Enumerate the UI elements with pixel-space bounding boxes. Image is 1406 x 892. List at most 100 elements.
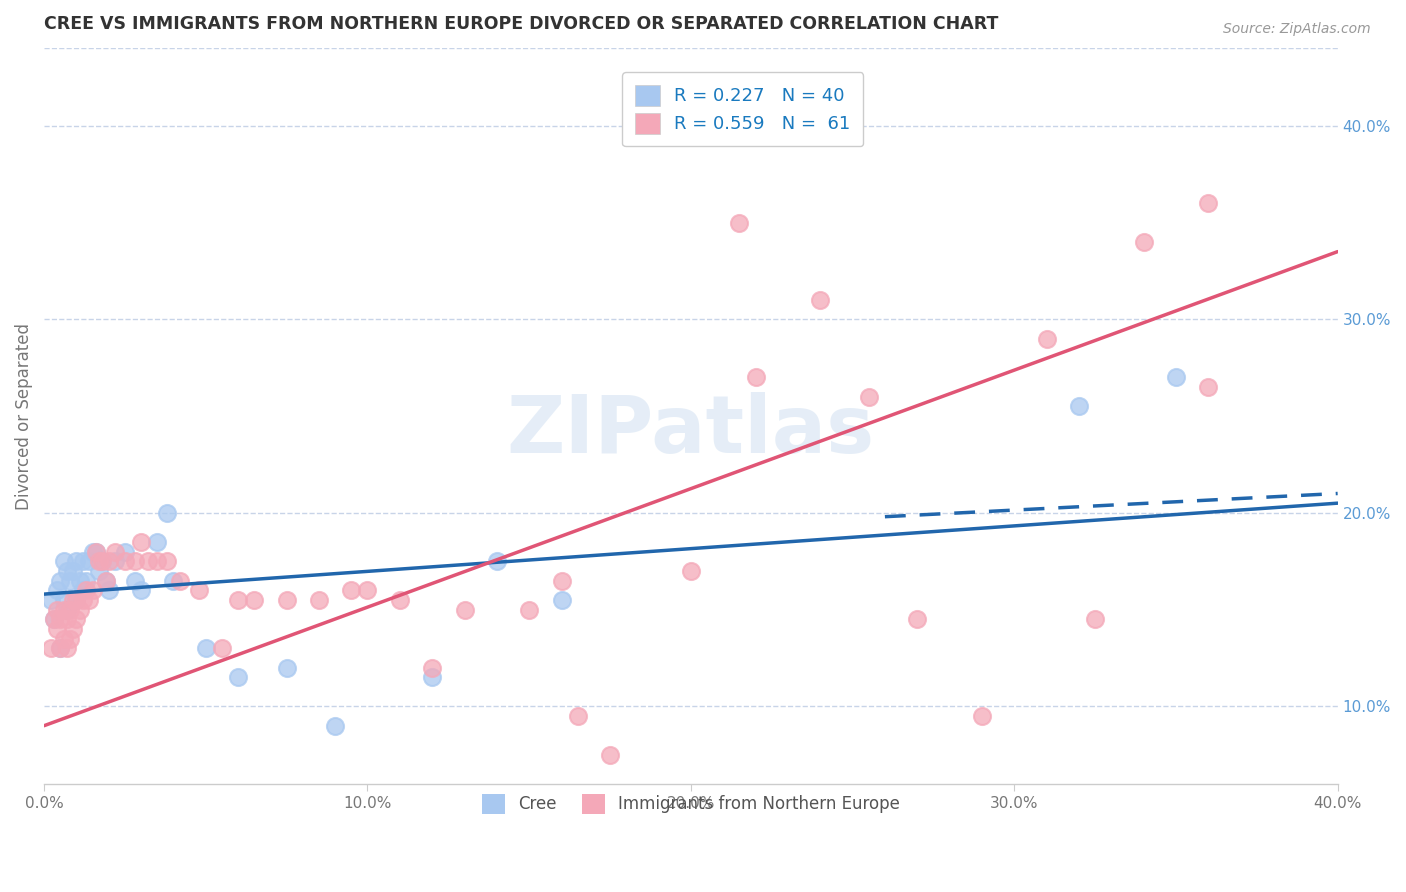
Point — [65, 554, 87, 568]
Point — [169, 574, 191, 588]
Point — [905, 612, 928, 626]
Point — [91, 554, 114, 568]
Point — [79, 593, 101, 607]
Point — [124, 554, 146, 568]
Point — [129, 583, 152, 598]
Point — [52, 602, 75, 616]
Point — [340, 583, 363, 598]
Point — [42, 612, 65, 626]
Point — [46, 583, 69, 598]
Point — [55, 564, 77, 578]
Point — [276, 660, 298, 674]
Point — [82, 583, 104, 598]
Point — [567, 709, 589, 723]
Point — [49, 574, 72, 588]
Text: CREE VS IMMIGRANTS FROM NORTHERN EUROPE DIVORCED OR SEPARATED CORRELATION CHART: CREE VS IMMIGRANTS FROM NORTHERN EUROPE … — [44, 15, 998, 33]
Point — [308, 593, 330, 607]
Point — [146, 554, 169, 568]
Point — [46, 602, 69, 616]
Point — [226, 670, 249, 684]
Point — [72, 593, 94, 607]
Point — [114, 544, 136, 558]
Point — [550, 574, 572, 588]
Point — [62, 622, 84, 636]
Point — [146, 534, 169, 549]
Point — [744, 370, 766, 384]
Point — [970, 709, 993, 723]
Point — [728, 216, 751, 230]
Point — [72, 583, 94, 598]
Point — [485, 554, 508, 568]
Point — [59, 632, 82, 646]
Point — [1197, 380, 1219, 394]
Point — [211, 641, 233, 656]
Point — [1035, 332, 1057, 346]
Point — [84, 544, 107, 558]
Point — [679, 564, 702, 578]
Point — [243, 593, 266, 607]
Point — [104, 544, 127, 558]
Point — [194, 641, 217, 656]
Point — [49, 641, 72, 656]
Point — [72, 554, 94, 568]
Point — [55, 612, 77, 626]
Point — [388, 593, 411, 607]
Point — [52, 632, 75, 646]
Point — [39, 593, 62, 607]
Point — [356, 583, 378, 598]
Point — [87, 564, 110, 578]
Y-axis label: Divorced or Separated: Divorced or Separated — [15, 323, 32, 509]
Point — [858, 390, 880, 404]
Point — [39, 641, 62, 656]
Point — [808, 293, 831, 307]
Point — [87, 554, 110, 568]
Point — [136, 554, 159, 568]
Point — [97, 554, 120, 568]
Point — [1067, 400, 1090, 414]
Point — [84, 544, 107, 558]
Point — [65, 612, 87, 626]
Point — [276, 593, 298, 607]
Text: ZIPatlas: ZIPatlas — [506, 392, 875, 470]
Point — [1197, 196, 1219, 211]
Point — [55, 641, 77, 656]
Point — [52, 554, 75, 568]
Point — [82, 544, 104, 558]
Point — [65, 593, 87, 607]
Point — [75, 574, 97, 588]
Point — [79, 554, 101, 568]
Point — [1084, 612, 1107, 626]
Point — [129, 534, 152, 549]
Point — [59, 574, 82, 588]
Point — [49, 612, 72, 626]
Point — [226, 593, 249, 607]
Point — [46, 622, 69, 636]
Point — [75, 583, 97, 598]
Point — [124, 574, 146, 588]
Point — [94, 574, 117, 588]
Point — [65, 593, 87, 607]
Point — [156, 506, 179, 520]
Text: Source: ZipAtlas.com: Source: ZipAtlas.com — [1223, 22, 1371, 37]
Point — [420, 670, 443, 684]
Point — [114, 554, 136, 568]
Point — [104, 554, 127, 568]
Point — [69, 602, 91, 616]
Point — [94, 574, 117, 588]
Point — [62, 564, 84, 578]
Point — [52, 593, 75, 607]
Legend: Cree, Immigrants from Northern Europe: Cree, Immigrants from Northern Europe — [468, 781, 914, 827]
Point — [59, 602, 82, 616]
Point — [69, 574, 91, 588]
Point — [97, 583, 120, 598]
Point — [188, 583, 211, 598]
Point — [1132, 235, 1154, 249]
Point — [323, 719, 346, 733]
Point — [91, 554, 114, 568]
Point — [162, 574, 184, 588]
Point — [453, 602, 475, 616]
Point — [420, 660, 443, 674]
Point — [550, 593, 572, 607]
Point — [599, 747, 621, 762]
Point — [42, 612, 65, 626]
